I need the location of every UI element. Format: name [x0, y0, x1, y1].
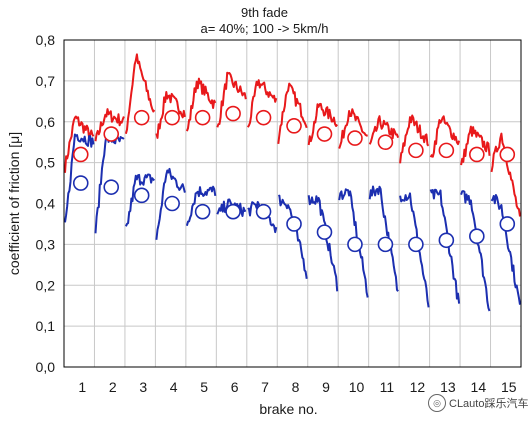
red-mean-marker: [133, 109, 150, 126]
x-tick-label: 9: [322, 379, 330, 395]
red-mean-marker: [286, 118, 302, 134]
red-mean-marker: [225, 105, 241, 122]
chart-title: 9th fade: [241, 5, 288, 20]
blue-series-segment: [368, 185, 399, 292]
blue-mean-marker: [164, 195, 180, 212]
blue-series-segment: [490, 194, 521, 305]
red-series-segment: [399, 114, 430, 164]
red-mean-marker: [103, 126, 120, 142]
red-mean-marker: [438, 142, 455, 159]
red-series-segment: [368, 115, 400, 145]
blue-series-segment: [338, 188, 369, 298]
x-tick-label: 6: [231, 379, 239, 395]
blue-series-segment: [155, 167, 186, 240]
blue-mean-marker: [72, 175, 89, 191]
red-mean-marker: [499, 146, 516, 163]
y-tick-label: 0,6: [36, 114, 56, 130]
y-tick-label: 0,1: [36, 318, 56, 334]
red-series-segment: [185, 77, 217, 132]
red-series-segment: [460, 125, 491, 166]
y-tick-label: 0,7: [36, 73, 56, 89]
blue-mean-marker: [499, 216, 516, 232]
y-tick-label: 0,8: [36, 32, 56, 48]
blue-mean-marker: [469, 228, 485, 244]
blue-series-segment: [399, 192, 430, 308]
chart-subtitle: a= 40%; 100 -> 5km/h: [200, 21, 329, 36]
red-mean-marker: [408, 142, 424, 159]
red-series-segment: [246, 79, 278, 128]
blue-series-segment: [460, 190, 491, 312]
red-series-segment: [216, 71, 247, 128]
red-mean-marker: [347, 130, 363, 146]
x-tick-label: 3: [139, 379, 147, 395]
blue-mean-marker: [133, 187, 150, 204]
plot-frame: [63, 39, 522, 368]
red-series-segment: [429, 115, 461, 158]
blue-mean-marker: [103, 179, 120, 195]
y-tick-label: 0,4: [36, 196, 56, 212]
red-series-segment: [124, 53, 156, 135]
red-mean-marker: [469, 146, 485, 163]
blue-mean-marker: [438, 232, 455, 249]
blue-series-segment: [185, 185, 217, 227]
x-axis-label: brake no.: [259, 401, 317, 417]
red-series-segment: [155, 91, 186, 139]
x-tick-label: 8: [292, 379, 300, 395]
y-tick-label: 0,5: [36, 155, 56, 171]
x-tick-label: 7: [261, 379, 269, 395]
blue-series-segment: [429, 188, 461, 304]
red-series-segment: [307, 102, 339, 146]
blue-mean-marker: [316, 224, 333, 240]
x-tick-label: 4: [170, 379, 178, 395]
red-series-segment: [64, 115, 95, 173]
blue-mean-marker: [408, 236, 424, 253]
red-mean-marker: [377, 134, 394, 150]
blue-mean-marker: [194, 203, 211, 220]
blue-series-segment: [124, 173, 156, 227]
blue-series-segment: [64, 133, 95, 223]
x-tick-label: 10: [349, 379, 365, 395]
red-mean-marker: [194, 109, 211, 126]
red-series-segment: [338, 108, 368, 149]
x-tick-label: 2: [109, 379, 117, 395]
x-tick-label: 5: [200, 379, 208, 395]
blue-mean-marker: [377, 236, 394, 253]
blue-mean-marker: [225, 203, 241, 220]
blue-series-segment: [307, 195, 339, 292]
x-tick-label: 13: [440, 379, 456, 395]
y-tick-label: 0,0: [36, 359, 56, 375]
blue-mean-marker: [286, 216, 302, 232]
x-tick-label: 15: [501, 379, 517, 395]
x-tick-label: 11: [380, 379, 395, 395]
red-mean-marker: [72, 146, 89, 163]
blue-mean-marker: [255, 203, 272, 220]
red-mean-marker: [255, 109, 272, 126]
red-series-segment: [277, 82, 308, 145]
y-tick-label: 0,3: [36, 236, 56, 252]
x-tick-label: 1: [78, 379, 86, 395]
y-axis-label: coefficient of friction [μ]: [6, 132, 22, 275]
x-tick-label: 14: [471, 379, 487, 395]
watermark: ◎ CLauto踩乐汽车: [428, 394, 528, 412]
red-mean-marker: [316, 126, 333, 142]
red-series-segment: [94, 108, 125, 142]
x-tick-label: 12: [410, 379, 426, 395]
y-tick-label: 0,2: [36, 277, 56, 293]
red-mean-marker: [164, 109, 180, 126]
blue-mean-marker: [347, 236, 363, 253]
wechat-logo-icon: ◎: [428, 394, 446, 412]
watermark-text: CLauto踩乐汽车: [449, 398, 529, 410]
